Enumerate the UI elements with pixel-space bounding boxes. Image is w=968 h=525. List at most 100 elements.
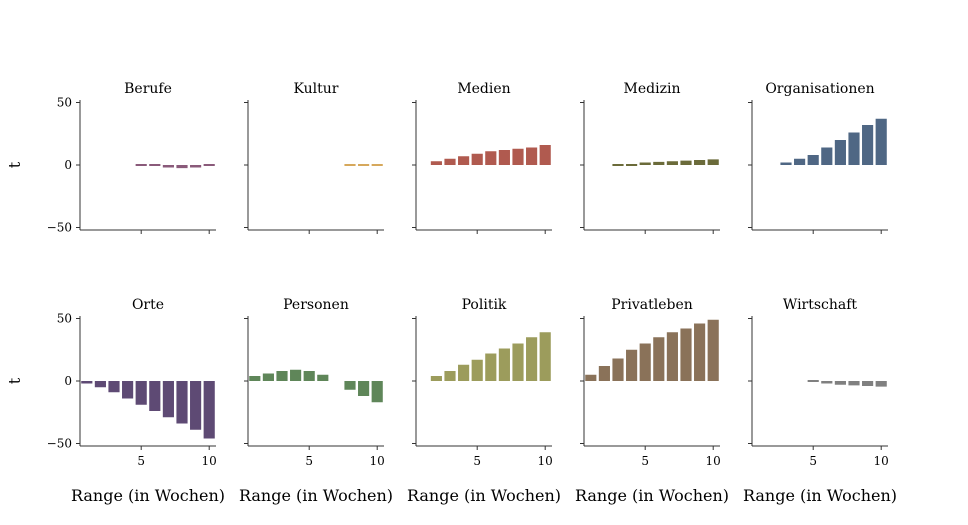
bar-politik — [485, 353, 497, 381]
bar-berufe — [203, 164, 215, 166]
x-tick-label: 5 — [305, 454, 313, 468]
x-tick-label: 5 — [809, 454, 817, 468]
bar-medizin — [639, 162, 651, 165]
bar-privatleben — [626, 349, 638, 381]
x-tick-label: 5 — [473, 454, 481, 468]
bar-orte — [108, 381, 120, 393]
x-tick-label: 10 — [370, 454, 385, 468]
bar-organisationen — [807, 155, 819, 165]
facet-title-politik: Politik — [462, 297, 507, 313]
bar-wirtschaft — [848, 381, 860, 386]
bar-medien — [539, 145, 551, 165]
facet-title-wirtschaft: Wirtschaft — [783, 297, 858, 313]
bar-berufe — [162, 165, 174, 168]
bar-medien — [458, 156, 470, 165]
bar-privatleben — [612, 358, 624, 381]
y-tick-label: 50 — [57, 96, 72, 110]
facet-title-personen: Personen — [283, 297, 349, 313]
bar-organisationen — [794, 158, 806, 165]
bar-orte — [149, 381, 161, 411]
facet-title-privatleben: Privatleben — [611, 297, 693, 313]
bar-medizin — [653, 161, 665, 165]
y-tick-label: −50 — [47, 437, 72, 451]
bar-berufe — [176, 165, 188, 169]
bar-berufe — [149, 164, 161, 166]
bar-organisationen — [848, 132, 860, 165]
bar-medizin — [626, 164, 638, 166]
bar-medien — [498, 150, 510, 165]
bar-berufe — [135, 164, 147, 166]
facet-title-organisationen: Organisationen — [765, 81, 874, 97]
bar-medien — [471, 153, 483, 165]
bar-orte — [122, 381, 134, 399]
bar-privatleben — [680, 328, 692, 381]
bar-orte — [81, 381, 93, 384]
x-axis-label: Range (in Wochen) — [407, 486, 561, 505]
bar-privatleben — [653, 337, 665, 381]
facet-title-medizin: Medizin — [624, 81, 681, 97]
bar-medien — [430, 161, 442, 165]
x-tick-label: 5 — [641, 454, 649, 468]
bar-personen — [358, 381, 370, 396]
bar-politik — [471, 359, 483, 381]
x-tick-label: 10 — [874, 454, 889, 468]
y-axis-label: t — [5, 161, 24, 168]
bar-kultur — [358, 164, 370, 166]
bar-medien — [485, 151, 497, 165]
bar-politik — [526, 337, 538, 381]
bar-wirtschaft — [834, 381, 846, 385]
bar-personen — [317, 374, 329, 381]
x-tick-label: 10 — [202, 454, 217, 468]
bar-orte — [190, 381, 202, 430]
bar-medien — [512, 148, 524, 165]
facet-title-kultur: Kultur — [294, 81, 339, 97]
bar-wirtschaft — [821, 381, 833, 384]
bar-medizin — [694, 160, 706, 165]
bar-orte — [94, 381, 106, 388]
bar-kultur — [344, 164, 356, 166]
bar-politik — [539, 332, 551, 381]
bar-medizin — [680, 160, 692, 165]
bar-medizin — [707, 159, 719, 165]
bar-personen — [262, 373, 274, 381]
bar-privatleben — [639, 343, 651, 381]
bar-wirtschaft — [862, 381, 874, 386]
bar-privatleben — [585, 374, 597, 381]
x-axis-label: Range (in Wochen) — [71, 486, 225, 505]
bar-personen — [249, 376, 261, 381]
y-tick-label: 50 — [57, 312, 72, 326]
y-tick-label: 0 — [64, 374, 72, 388]
bar-orte — [203, 381, 215, 439]
bar-organisationen — [780, 162, 792, 165]
bar-politik — [498, 348, 510, 381]
bar-personen — [303, 371, 315, 381]
bar-organisationen — [862, 125, 874, 165]
bar-orte — [135, 381, 147, 405]
bar-privatleben — [598, 366, 610, 381]
bar-medien — [444, 158, 456, 165]
bar-organisationen — [821, 147, 833, 165]
bar-politik — [444, 371, 456, 381]
bar-privatleben — [694, 323, 706, 381]
bar-medizin — [666, 161, 678, 165]
bar-personen — [344, 381, 356, 390]
bar-personen — [371, 381, 383, 403]
bar-orte — [162, 381, 174, 418]
bar-personen — [290, 369, 302, 381]
facet-title-medien: Medien — [457, 81, 510, 97]
bar-politik — [458, 364, 470, 381]
x-tick-label: 10 — [538, 454, 553, 468]
x-axis-label: Range (in Wochen) — [239, 486, 393, 505]
bar-berufe — [190, 165, 202, 168]
bar-medizin — [612, 164, 624, 166]
x-tick-label: 5 — [137, 454, 145, 468]
bar-politik — [430, 376, 442, 381]
bar-medien — [526, 147, 538, 165]
y-tick-label: 0 — [64, 158, 72, 172]
x-tick-label: 10 — [706, 454, 721, 468]
x-axis-label: Range (in Wochen) — [743, 486, 897, 505]
y-axis-label: t — [5, 377, 24, 384]
bar-privatleben — [666, 332, 678, 381]
bar-personen — [276, 371, 288, 381]
